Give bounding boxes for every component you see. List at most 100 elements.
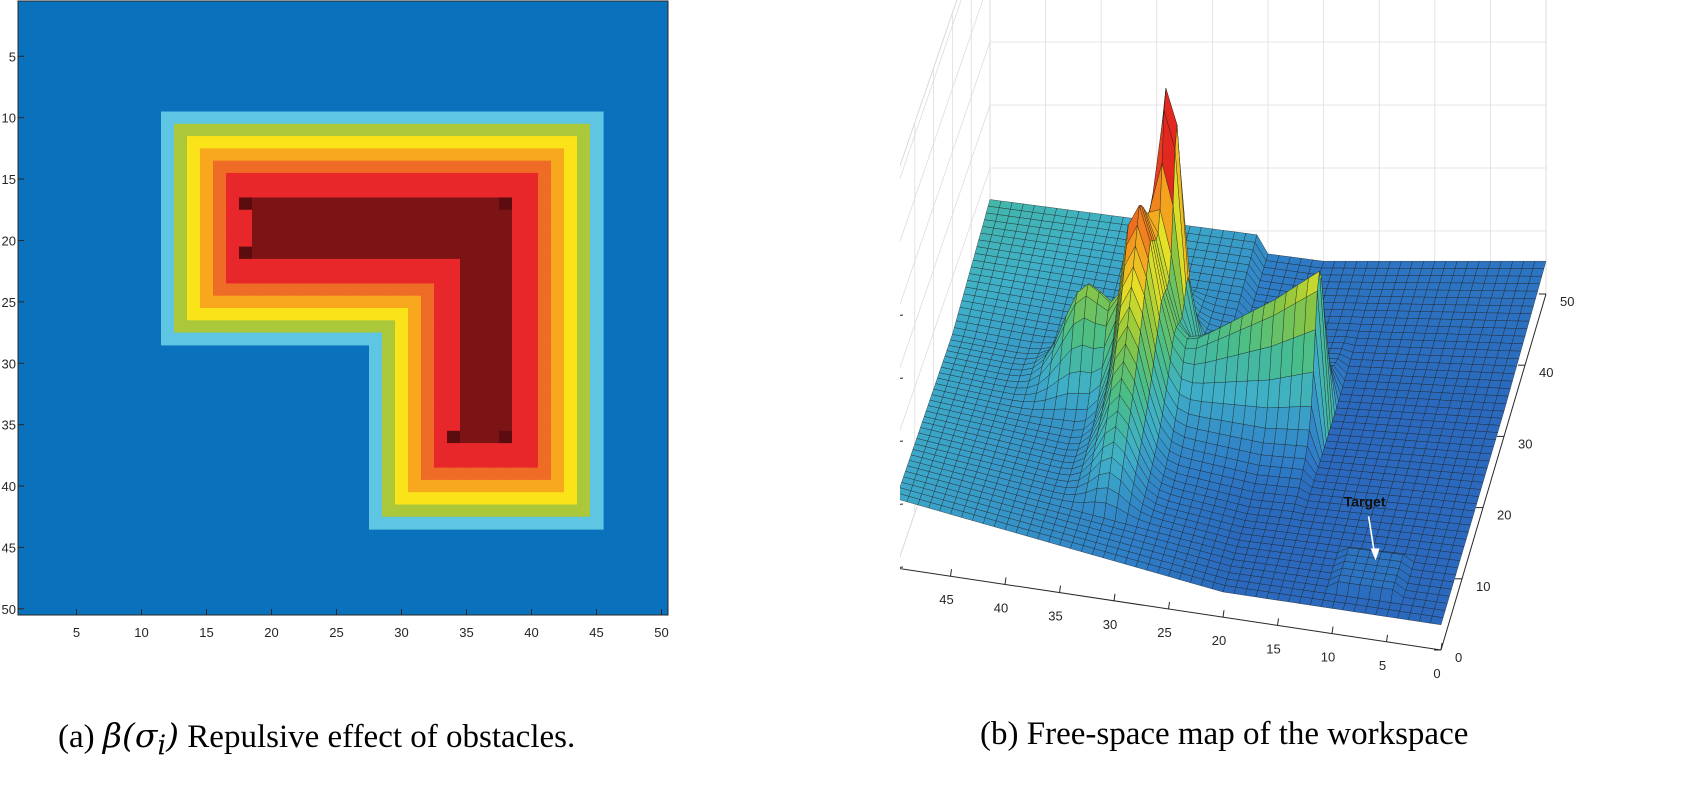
heatmap-cell [473,320,487,334]
heatmap-cell [551,222,565,235]
heatmap-cell [265,320,279,334]
surface-patch [1321,261,1335,269]
surface-patch [1334,329,1349,337]
surface-patch [1418,347,1433,356]
surface-patch [1392,439,1406,448]
heatmap-cell [577,357,591,370]
target-annotation: Target [1344,493,1386,561]
heatmap-cell [317,258,331,272]
heatmap-cell [213,209,227,223]
surface-patch [1472,275,1487,284]
heatmap-cell [278,148,292,162]
heatmap-cell [512,418,526,432]
surface-patch [1413,519,1427,528]
heatmap-cell [291,123,305,137]
heatmap-cell [525,406,539,420]
heatmap-cell [369,406,383,420]
heatmap-cell [590,246,604,260]
heatmap-cell [408,393,422,407]
heatmap-cell [213,160,227,174]
surface-patch [1272,493,1287,504]
surface-patch [1324,440,1338,449]
heatmap-cell [291,222,305,235]
surface-patch [1411,296,1425,305]
surface-patch [1293,445,1308,459]
surface-patch [1378,522,1392,531]
surface-patch [1478,452,1492,462]
surface-patch [1409,339,1424,348]
heatmap-cell [551,479,565,493]
surface-patch [1347,511,1362,521]
surface-patch [1416,318,1430,327]
surface-patch [1381,473,1396,482]
heatmap-cell [356,111,370,125]
surface-patch [1369,324,1384,333]
heatmap-cell [343,246,357,260]
heatmap-cell [486,111,500,125]
heatmap-cell [213,172,227,186]
heatmap-cell [486,467,500,481]
surface-patch [1425,362,1440,371]
surface-patch [1447,363,1462,372]
heatmap-cell [200,258,214,272]
heatmap-cell [460,123,474,137]
heatmap-cell [395,393,409,407]
heatmap-cell [200,148,214,162]
heatmap-cell [239,283,253,297]
surface-patch [1488,417,1503,426]
surface-patch [1332,336,1347,344]
surface-patch [1498,342,1513,351]
surface-patch [1421,491,1436,500]
heatmap-cell [369,418,383,432]
surface-patch [1463,502,1477,512]
surface-patch [1376,338,1391,347]
surface-patch [1402,405,1416,413]
surface-patch [1348,470,1363,479]
heatmap-cell [577,504,591,518]
surface-patch [1336,510,1351,520]
heatmap-cell [369,467,383,481]
surface-patch [1042,336,1056,344]
surface-patch [1443,341,1457,350]
heatmap-cell [421,148,435,162]
surface-patch [1357,584,1372,600]
surface-patch [1428,391,1443,401]
heatmap-cell [577,197,591,211]
surface-patch [1513,328,1528,337]
heatmap-cell [499,283,513,297]
heatmap-cell [226,222,240,235]
surface-patch [1360,317,1375,325]
heatmap-cell [200,123,214,137]
surface-patch [1422,296,1436,305]
heatmap-cell [408,136,422,149]
surface-patch [1453,458,1468,467]
heatmap-cell [551,455,565,469]
heatmap-cell [421,504,435,518]
surface-patch [1296,429,1310,447]
heatmap-cell [499,123,513,137]
heatmap-cell [174,197,188,211]
heatmap-cell [369,430,383,444]
heatmap-cell [434,430,448,444]
heatmap-cell [577,222,591,235]
surface-patch [1339,462,1354,471]
surface-patch [1340,309,1355,317]
heatmap-cell [408,455,422,469]
heatmap-cell [265,258,279,272]
surface-patch [1465,495,1480,504]
surface-patch [1379,587,1393,603]
heatmap-cell [473,271,487,285]
surface-patch [1368,444,1382,453]
heatmap-cell [161,258,175,272]
surface-patch [1428,506,1442,515]
heatmap-cell [447,332,461,346]
surface-patch [1347,401,1361,410]
surface-patch [1431,304,1445,313]
heatmap-cell [330,123,344,137]
heatmap-cell [265,148,279,162]
heatmap-cell [226,136,240,149]
heatmap-cell [304,295,318,309]
heatmap-cell [356,172,370,186]
heatmap-cell [447,123,461,137]
surface-patch [1476,261,1491,269]
